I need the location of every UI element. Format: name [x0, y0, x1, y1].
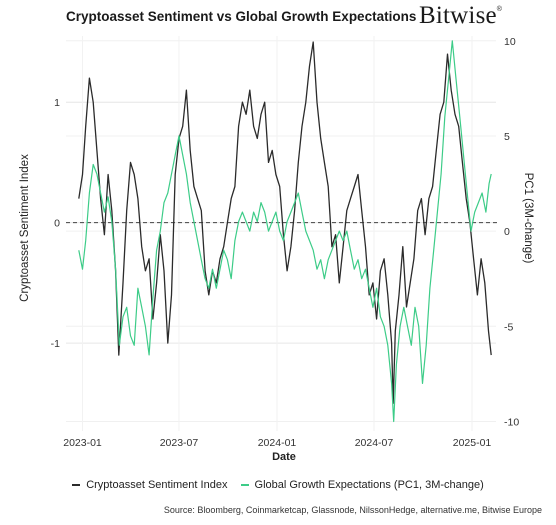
y-right-tick-3: -5 — [504, 321, 513, 333]
brand-logo: Bitwise® — [419, 2, 502, 30]
chart-title: Cryptoasset Sentiment vs Global Growth E… — [66, 9, 417, 24]
x-axis-label: Date — [272, 451, 296, 463]
y-right-tick-2: 0 — [504, 226, 510, 238]
y-axis-right-label: PC1 (3M-change) — [522, 172, 534, 264]
y-right-tick-4: -10 — [504, 416, 519, 428]
legend-item-sentiment: Cryptoasset Sentiment Index — [72, 479, 227, 491]
sentiment-index-line — [78, 41, 492, 404]
y-left-tick-2: -1 — [51, 338, 60, 350]
source-note: Source: Bloomberg, Coinmarketcap, Glassn… — [163, 505, 542, 515]
legend: Cryptoasset Sentiment Index Global Growt… — [0, 477, 556, 491]
legend-label-growth: Global Growth Expectations (PC1, 3M-chan… — [254, 479, 484, 491]
y-axis-left-label: Cryptoasset Sentiment Index — [19, 154, 31, 302]
legend-item-growth: Global Growth Expectations (PC1, 3M-chan… — [240, 479, 484, 491]
x-tick-3: 2024-07 — [355, 437, 394, 449]
y-right-tick-1: 5 — [504, 131, 510, 143]
brand-name: Bitwise — [419, 2, 497, 29]
growth-expectations-line — [78, 40, 492, 423]
x-tick-2: 2024-01 — [258, 437, 297, 449]
legend-swatch-growth — [240, 484, 249, 486]
series-lines — [78, 40, 492, 423]
legend-swatch-sentiment — [72, 484, 81, 486]
y-right-tick-0: 10 — [504, 36, 516, 48]
x-tick-4: 2025-01 — [453, 437, 492, 449]
x-tick-1: 2023-07 — [160, 437, 199, 449]
legend-label-sentiment: Cryptoasset Sentiment Index — [86, 479, 228, 491]
x-tick-0: 2023-01 — [63, 437, 102, 449]
y-left-tick-1: 0 — [54, 218, 60, 230]
registered-mark: ® — [496, 6, 503, 13]
gridlines — [66, 36, 496, 431]
y-left-tick-0: 1 — [54, 97, 60, 109]
